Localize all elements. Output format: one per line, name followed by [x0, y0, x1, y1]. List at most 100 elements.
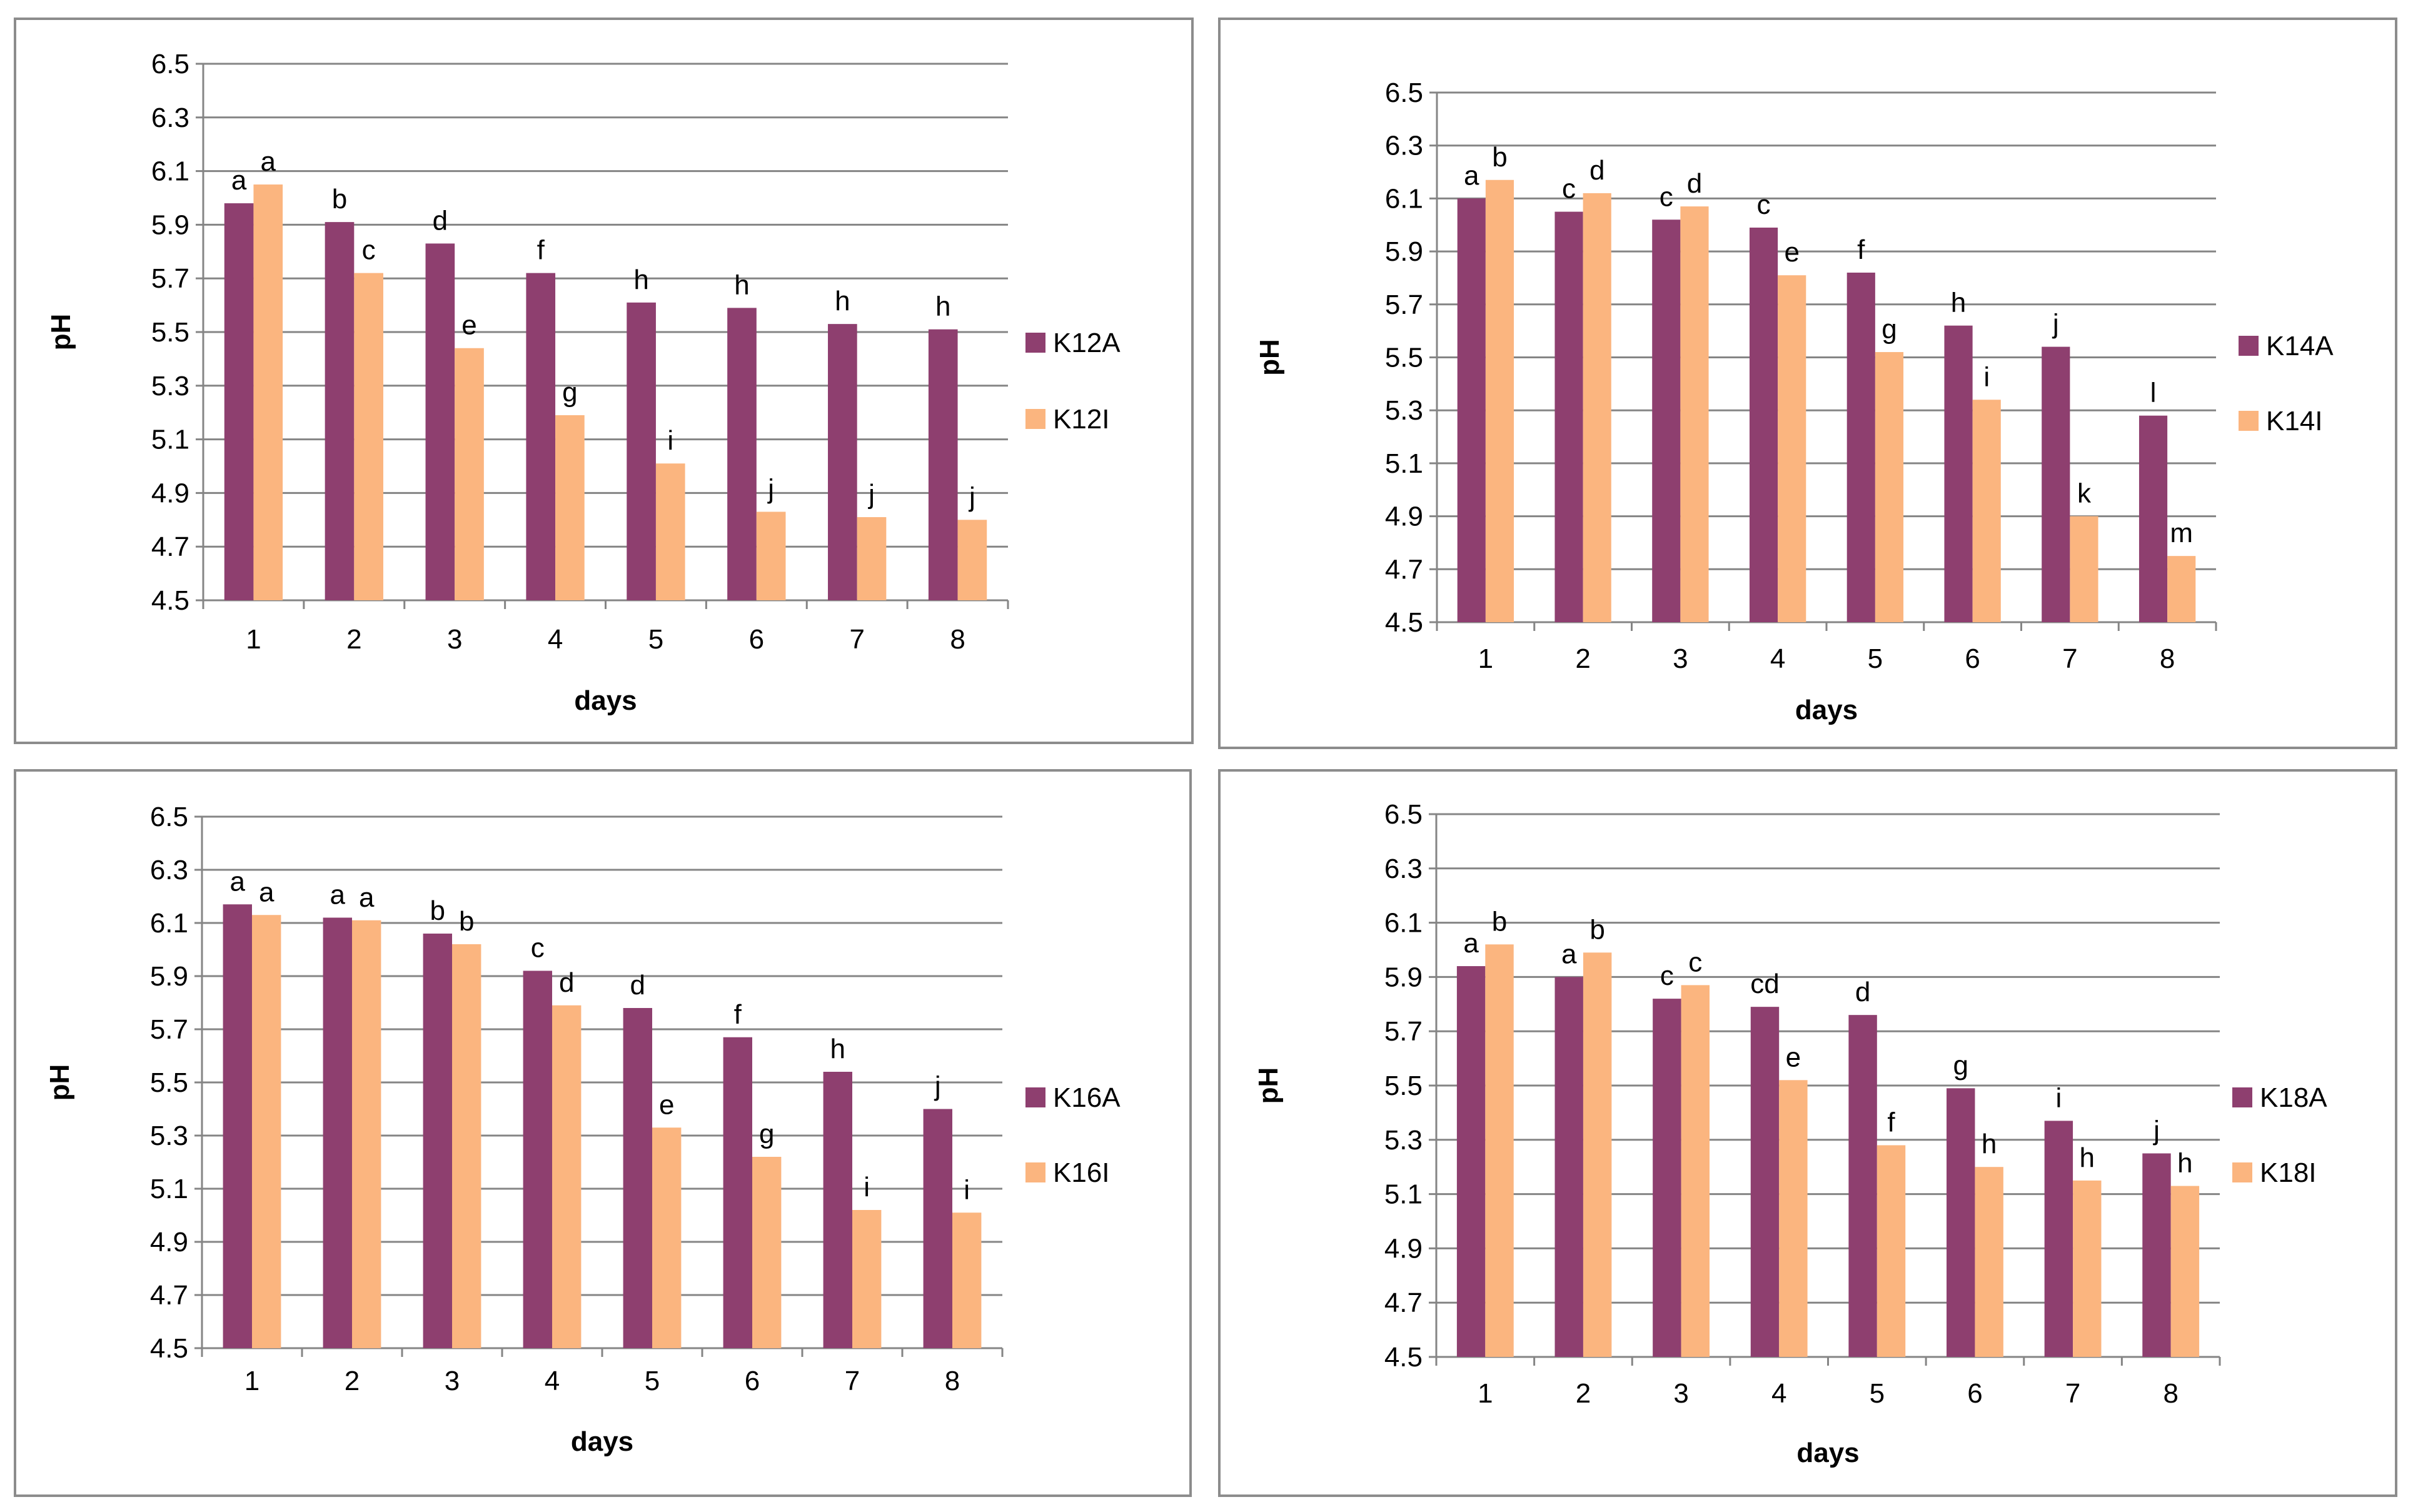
- significance-letter: d: [433, 205, 448, 236]
- y-tick-label: 5.5: [1385, 343, 1423, 373]
- y-tick-label: 6.5: [151, 49, 189, 79]
- x-tick-label: 6: [1965, 643, 1980, 674]
- bar-k16a: [923, 1109, 952, 1348]
- bar-k18i: [1876, 1145, 1906, 1357]
- bar-k14i: [1972, 400, 2001, 622]
- chart-frame: [1218, 18, 2397, 749]
- significance-letter: e: [1784, 237, 1799, 268]
- x-tick-label: 7: [845, 1366, 860, 1396]
- significance-letter: j: [934, 1071, 941, 1102]
- significance-letter: a: [1561, 939, 1577, 969]
- significance-letter: i: [1983, 361, 1990, 392]
- bar-k14i: [1875, 352, 1904, 622]
- y-tick-label: 5.9: [1385, 236, 1423, 267]
- significance-letter: h: [1982, 1129, 1997, 1159]
- bar-k12a: [828, 324, 857, 600]
- significance-letter: g: [562, 377, 577, 408]
- significance-letter: g: [1882, 314, 1897, 345]
- legend-label: K14I: [2266, 406, 2323, 436]
- x-tick-label: 1: [246, 624, 261, 655]
- significance-letter: d: [1687, 168, 1702, 199]
- y-tick-label: 6.3: [1385, 131, 1423, 161]
- y-axis-title: pH: [1253, 1067, 1284, 1104]
- x-tick-label: 3: [445, 1366, 460, 1396]
- significance-letter: c: [1562, 174, 1576, 204]
- bar-k16a: [323, 917, 352, 1348]
- bar-k14i: [2070, 516, 2098, 622]
- legend-swatch: [1025, 409, 1045, 429]
- bar-k16a: [723, 1037, 752, 1348]
- bar-k18a: [1554, 977, 1583, 1357]
- bar-k14i: [1680, 206, 1709, 623]
- x-tick-label: 1: [1478, 643, 1493, 674]
- significance-letter: f: [1887, 1107, 1895, 1137]
- chart-frame: [1218, 769, 2397, 1497]
- legend-label: K12I: [1053, 404, 1110, 435]
- y-tick-label: 4.7: [1384, 1288, 1423, 1318]
- bar-k16i: [952, 1212, 982, 1348]
- x-tick-label: 4: [1770, 643, 1785, 674]
- significance-letter: b: [1492, 142, 1507, 173]
- legend-swatch: [2232, 1087, 2252, 1107]
- legend-swatch: [1025, 1162, 1045, 1182]
- bar-k12i: [354, 273, 383, 600]
- y-tick-label: 6.5: [150, 802, 188, 832]
- x-axis-title: days: [1796, 1438, 1859, 1468]
- significance-letter: g: [759, 1119, 774, 1149]
- significance-letter: j: [867, 479, 875, 510]
- significance-letter: e: [1786, 1042, 1801, 1072]
- significance-letter: c: [531, 933, 545, 964]
- chart-panel: 4.5 4.7 4.9 5.1 5.3 5.5 5.7 5.9 6.1 6.3 6.5 1 aa 2 bc 3…: [14, 18, 1194, 744]
- bar-k16i: [452, 944, 481, 1348]
- y-tick-label: 5.3: [1385, 395, 1423, 426]
- y-tick-label: 4.5: [151, 585, 189, 616]
- bar-k18a: [1848, 1015, 1877, 1357]
- x-tick-label: 7: [2065, 1378, 2080, 1409]
- y-tick-label: 4.5: [150, 1333, 188, 1364]
- bar-k14i: [1485, 179, 1514, 622]
- chart-panel: 4.54.74.95.15.35.55.75.96.16.36.51ab2cd3…: [1218, 18, 2397, 749]
- significance-letter: b: [332, 184, 347, 214]
- y-tick-label: 6.3: [151, 103, 189, 133]
- significance-letter: h: [935, 291, 950, 322]
- legend-label: K16I: [1053, 1157, 1110, 1188]
- chart-frame: [14, 18, 1194, 744]
- x-axis-title: days: [1795, 695, 1858, 725]
- y-tick-label: 5.5: [150, 1067, 188, 1098]
- x-tick-label: 4: [548, 624, 563, 655]
- bar-k18a: [1947, 1088, 1975, 1357]
- significance-letter: h: [835, 286, 850, 316]
- significance-letter: j: [2152, 1116, 2160, 1146]
- bar-k16i: [652, 1127, 682, 1348]
- significance-letter: m: [2170, 518, 2193, 548]
- x-tick-label: 6: [749, 624, 764, 655]
- bar-k18a: [1750, 1007, 1780, 1357]
- y-tick-label: 6.3: [150, 855, 188, 885]
- x-tick-label: 5: [1870, 1378, 1885, 1409]
- y-tick-label: 5.1: [151, 425, 189, 455]
- bar-k16i: [752, 1157, 782, 1348]
- x-axis-title: days: [574, 685, 637, 716]
- significance-letter: h: [2177, 1148, 2192, 1179]
- significance-letter: h: [633, 265, 648, 295]
- bar-k14i: [1583, 193, 1611, 622]
- significance-letter: d: [630, 970, 645, 1000]
- significance-letter: j: [968, 481, 975, 512]
- y-tick-label: 4.9: [151, 478, 189, 508]
- legend-swatch: [2239, 336, 2259, 356]
- significance-letter: j: [767, 473, 774, 504]
- significance-letter: b: [1492, 906, 1507, 937]
- significance-letter: c: [1660, 181, 1673, 212]
- bar-k12i: [857, 517, 887, 600]
- significance-letter: l: [2150, 378, 2157, 408]
- y-tick-label: 6.1: [1385, 183, 1423, 214]
- significance-letter: d: [1855, 977, 1870, 1007]
- significance-letter: a: [230, 866, 246, 897]
- significance-letter: h: [2080, 1142, 2095, 1173]
- bar-k14i: [2167, 556, 2196, 622]
- bar-k16a: [223, 904, 252, 1348]
- bar-k18i: [2170, 1186, 2200, 1357]
- significance-letter: cd: [1750, 969, 1779, 999]
- bar-k12i: [455, 348, 484, 600]
